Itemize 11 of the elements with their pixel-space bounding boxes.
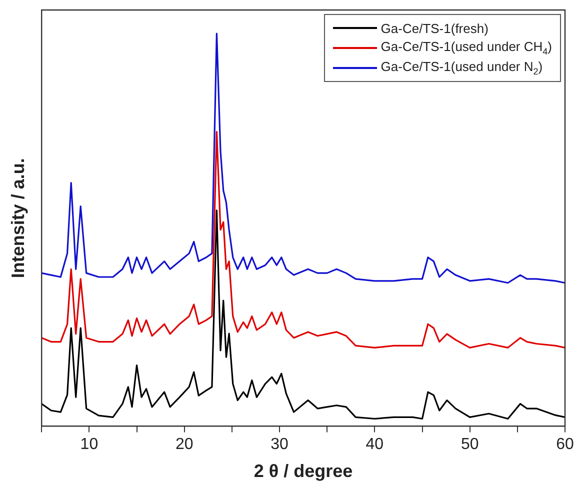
x-tick-label: 60 <box>556 436 574 454</box>
x-tick-label: 50 <box>460 436 479 454</box>
y-axis-title: Intensity / a.u. <box>8 158 28 278</box>
x-axis-title: 2 θ / degree <box>254 461 353 482</box>
x-tick-label: 20 <box>175 436 194 454</box>
x-tick-label: 30 <box>270 436 289 454</box>
x-tick-label: 10 <box>80 436 98 454</box>
legend-label: Ga-Ce/TS-1(fresh) <box>380 20 488 36</box>
legend-label: Ga-Ce/TS-1(used under N$_{2}$) <box>380 59 543 77</box>
legend-label: Ga-Ce/TS-1(used under CH$_{4}$) <box>380 39 552 57</box>
x-tick-label: 40 <box>366 436 384 454</box>
